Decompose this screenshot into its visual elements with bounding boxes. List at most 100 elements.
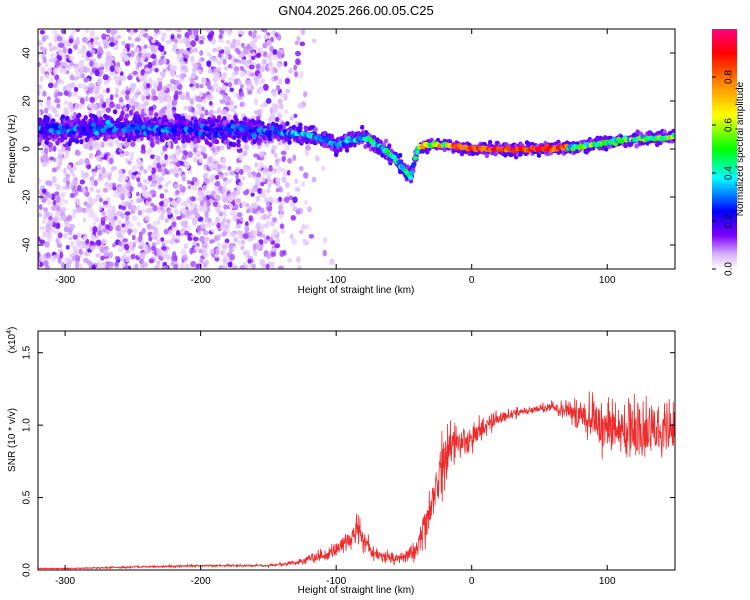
spectrogram-cell — [303, 91, 308, 98]
spectrogram-cell — [124, 133, 130, 139]
spectrogram-cell — [231, 62, 236, 68]
spectrogram-cell — [114, 139, 120, 144]
spectrogram-cell — [164, 188, 168, 193]
spectrogram-cell — [86, 259, 91, 266]
spectrogram-cell — [80, 169, 85, 176]
spectrogram-cell — [219, 174, 225, 180]
spectrogram-cell — [201, 99, 207, 104]
spectrogram-cell — [143, 109, 150, 114]
spectrogram-cell — [129, 42, 135, 48]
spectrogram-cell — [193, 151, 200, 157]
chart-title: GN04.2025.266.00.05.C25 — [278, 3, 433, 18]
spectrogram-cell — [102, 228, 107, 233]
spectrogram-cell — [54, 98, 61, 104]
spectrogram-cell — [279, 213, 283, 220]
spectrogram-cell — [131, 165, 138, 172]
spectrogram-cell — [124, 201, 130, 207]
spectrogram-cell — [239, 65, 244, 71]
spectrogram-cell — [175, 79, 181, 86]
spectrogram-ridge-cell — [64, 124, 70, 130]
spectrogram-cell — [160, 246, 167, 251]
spectrogram-cell — [226, 96, 232, 103]
spectrogram-cell — [74, 135, 80, 141]
spectrogram-cell — [152, 95, 159, 101]
spectrogram-cell — [296, 35, 301, 42]
spectrogram-cell — [39, 226, 46, 231]
spectrogram-cell — [144, 250, 149, 255]
spectrogram-cell — [275, 176, 281, 184]
spectrogram-cell — [62, 68, 68, 74]
spectrogram-cell — [134, 46, 140, 53]
spectrogram-cell — [154, 67, 159, 73]
spectrogram-cell — [235, 222, 241, 229]
spectrogram-cell — [109, 211, 115, 218]
spectrogram-cell — [221, 230, 228, 237]
spectrogram-cell — [182, 149, 187, 155]
spectrogram-cell — [182, 64, 187, 70]
spectrogram-cell — [114, 93, 119, 98]
spectrogram-cell — [131, 205, 138, 212]
spectrogram-cell — [161, 32, 167, 39]
spectrogram-cell — [243, 60, 249, 67]
spectrogram-cell — [60, 114, 66, 120]
spectrogram-cell — [95, 155, 101, 161]
spectrogram-cell — [170, 34, 175, 40]
spectrogram-cell — [277, 98, 283, 105]
spectrogram-cell — [263, 29, 268, 33]
spectrogram-cell — [257, 73, 262, 79]
spectrogram-cell — [111, 205, 116, 213]
spectrogram-cell — [68, 48, 73, 54]
spectrogram-cell — [158, 109, 163, 116]
spectrogram-cell — [107, 174, 112, 181]
spectrogram-cell — [285, 88, 291, 94]
spectrogram-cell — [174, 150, 181, 157]
spectrogram-cell — [112, 109, 118, 115]
spectrogram-cell — [266, 173, 272, 178]
spectrogram-ridge-cell — [119, 123, 126, 129]
spectrogram-ridge-cell — [230, 124, 236, 129]
spectrogram-cell — [84, 143, 89, 150]
spectrogram-cell — [105, 224, 110, 230]
spectrogram-cell — [73, 43, 79, 50]
spectrogram-cell — [167, 209, 172, 216]
spectrogram-cell — [216, 207, 221, 214]
spectrogram-cell — [284, 77, 291, 85]
spectrogram-cell — [106, 216, 112, 223]
spectrogram-cell — [197, 59, 203, 64]
spectrogram-cell — [263, 165, 268, 170]
spectrogram-cell — [173, 201, 177, 208]
spectrogram-cell — [187, 233, 191, 239]
spectrogram-cell — [83, 77, 89, 83]
spectrogram-cell — [98, 197, 103, 203]
spectrogram-cell — [210, 228, 215, 233]
spectrogram-cell — [54, 74, 60, 81]
spectrogram-cell — [205, 94, 212, 100]
spectrogram-cell — [245, 221, 249, 227]
spectrogram-cell — [134, 111, 139, 117]
spectrogram-cell — [64, 149, 70, 156]
spectrogram-cell — [179, 94, 186, 101]
spectrogram-cell — [117, 176, 124, 183]
spectrogram-cell — [233, 58, 240, 63]
spectrogram-cell — [41, 196, 47, 204]
spectrogram-cell — [265, 263, 270, 269]
spectrogram-cell — [210, 221, 217, 227]
spectrogram-cell — [258, 88, 263, 94]
spectrogram-cell — [135, 191, 140, 197]
spectrogram-cell — [119, 193, 125, 200]
spectrogram-cell — [190, 86, 196, 91]
spectrogram-cell — [243, 165, 249, 173]
spectrogram-cell — [267, 61, 273, 67]
spectrogram-cell — [278, 196, 282, 202]
spectrogram-cell — [397, 152, 403, 158]
spectrogram-cell — [146, 135, 151, 141]
spectrogram-cell — [81, 45, 87, 53]
spectrogram-cell — [195, 83, 200, 89]
spectrogram-cell — [78, 263, 84, 269]
spectrogram-cell — [304, 149, 309, 157]
spectrogram-cell — [294, 186, 301, 192]
spectrogram-cell — [283, 61, 288, 67]
spectrogram-cell — [223, 204, 228, 210]
spectrogram-cell — [222, 210, 227, 218]
